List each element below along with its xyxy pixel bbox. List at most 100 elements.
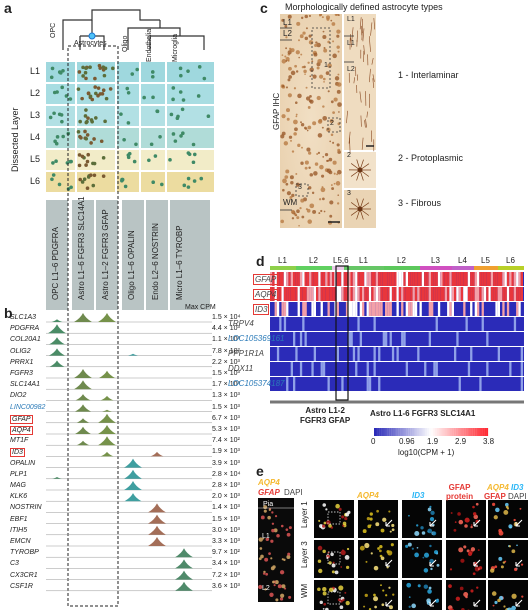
- ihc-fiber: [353, 77, 355, 84]
- heatmap-cell: [408, 272, 411, 286]
- cell-dot: [81, 65, 85, 70]
- violin-slc1a3-0: [51, 319, 63, 322]
- heatmap-cell: [490, 287, 494, 301]
- ihc-fiber: [366, 111, 368, 118]
- colorbar-step: [438, 428, 441, 436]
- cell-dot: [151, 95, 155, 100]
- e-left-dapi: DAPI: [284, 488, 303, 497]
- cell-dot: [142, 95, 146, 100]
- heatmap-row-loc105369161: [270, 332, 524, 346]
- cell-dot: [102, 73, 107, 78]
- d-layer-label-8: L6: [506, 256, 515, 265]
- ihc-cell: [300, 198, 305, 203]
- cell-dot: [186, 151, 191, 155]
- celltype-bar-4: [146, 200, 168, 310]
- e-signal: [340, 596, 345, 601]
- violin-mt1f-1: [76, 440, 90, 446]
- max-cpm-itih5: 3.0 × 10³: [212, 526, 240, 534]
- cell-dot: [81, 74, 85, 78]
- heatmap-cell: [373, 287, 376, 301]
- ihc-cell: [321, 16, 324, 19]
- e-signal: [515, 567, 518, 570]
- ihc-cell: [324, 153, 329, 157]
- heatmap-cell: [362, 302, 365, 316]
- colorbar-step: [419, 428, 422, 436]
- ihc-cell: [319, 164, 324, 170]
- heatmap-cell: [359, 272, 362, 286]
- heatmap-cell: [440, 272, 443, 286]
- e-tile-r2-c1: [358, 580, 398, 610]
- e-signal: [376, 509, 379, 513]
- ihc-cell: [301, 215, 305, 219]
- heatmap-cell: [336, 347, 339, 361]
- ihc-cell: [318, 118, 323, 123]
- e-signal: [494, 565, 498, 569]
- e-signal: [389, 530, 392, 533]
- e-signal: [513, 567, 518, 572]
- ihc-cell: [296, 21, 301, 26]
- heatmap-cell: [318, 287, 321, 301]
- ihc-cell: [300, 123, 305, 127]
- e-signal: [417, 584, 421, 588]
- e-signal: [458, 519, 464, 525]
- heatmap-cell: [293, 332, 296, 346]
- layer-label-l4: L4: [30, 132, 41, 142]
- heatmap-cell: [320, 362, 323, 376]
- e-tile-r0-c3: [446, 500, 486, 538]
- heatmap-cell: [299, 272, 303, 286]
- cell-dot: [147, 158, 151, 163]
- heatmap-cell: [371, 302, 374, 316]
- heatmap-cell: [405, 272, 408, 286]
- gfap-ihc-label: GFAP IHC: [272, 92, 281, 130]
- gene-label-dio2: DIO2: [10, 392, 27, 400]
- heatmap-cell: [454, 347, 457, 361]
- e-overview-spot: [267, 515, 271, 520]
- e-signal: [435, 598, 439, 603]
- e-signal: [343, 524, 347, 528]
- heatmap-cell: [385, 287, 388, 301]
- e-overview-spot: [288, 595, 292, 599]
- cell-dot: [192, 152, 197, 157]
- e-signal: [521, 595, 524, 598]
- e-tile-r0-c0: [314, 500, 354, 538]
- e-signal: [477, 568, 480, 571]
- ihc-cell: [337, 122, 341, 126]
- e-signal: [382, 517, 387, 522]
- e-signal: [323, 521, 327, 525]
- cell-dot: [119, 112, 123, 116]
- heatmap-cell: [504, 287, 507, 301]
- heatmap-cell: [506, 302, 510, 316]
- heatmap-cell: [500, 287, 503, 301]
- e-signal: [429, 505, 432, 508]
- ihc-cell: [319, 14, 323, 17]
- max-cpm-gfap: 6.7 × 10³: [212, 414, 240, 422]
- colorbar-step: [387, 428, 390, 436]
- heatmap-cell: [474, 287, 477, 301]
- colorbar-step: [480, 428, 483, 436]
- heatmap-cell: [394, 287, 397, 301]
- heatmap-cell: [385, 302, 388, 316]
- colorbar-step: [476, 428, 479, 436]
- heatmap-cell: [279, 317, 282, 331]
- ihc-cell: [322, 77, 326, 81]
- e-tile-r2-c0: [314, 580, 354, 610]
- colorbar-step: [374, 428, 376, 436]
- ihc-cell: [284, 175, 289, 179]
- heatmap-cell: [350, 287, 353, 301]
- colorbar-tick-2: 1.9: [427, 437, 439, 446]
- c-box-2: 2: [330, 120, 334, 127]
- e-arrow-icon: [473, 599, 481, 607]
- ihc-cell: [290, 181, 294, 185]
- e-signal: [497, 598, 501, 603]
- e-overview-spot: [271, 511, 274, 514]
- colorbar-step: [413, 428, 416, 436]
- heatmap-cell: [479, 287, 482, 301]
- tree-label-oligo: Oligo: [122, 35, 129, 52]
- heatmap-cell: [302, 302, 305, 316]
- cell-dot: [54, 141, 59, 146]
- heatmap-cell: [447, 287, 450, 301]
- cell-dot: [86, 91, 91, 96]
- colorbar-step: [375, 428, 378, 436]
- ihc-cell: [322, 105, 325, 108]
- e-signal: [388, 510, 391, 513]
